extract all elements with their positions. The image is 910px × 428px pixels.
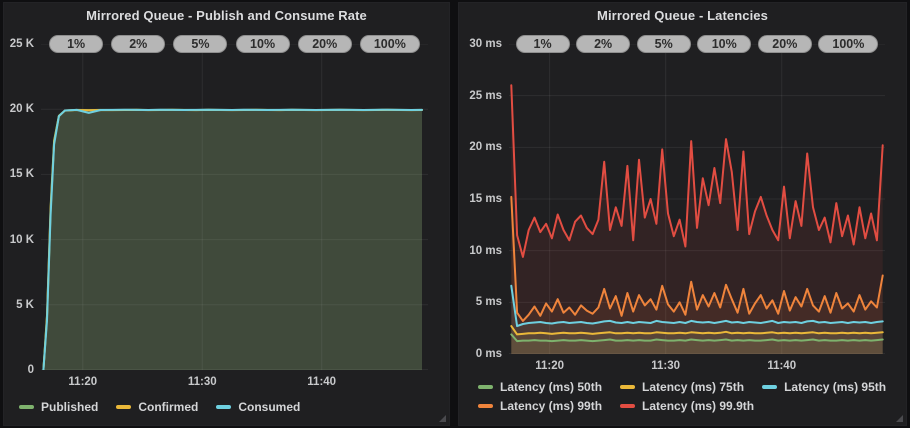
y-axis-tick-label: 30 ms [469, 38, 502, 50]
legend-series-label: Latency (ms) 99.9th [642, 399, 755, 413]
legend-item[interactable]: Latency (ms) 99.9th [620, 399, 754, 413]
y-axis-tick-label: 15 K [9, 168, 34, 181]
panel-title[interactable]: Mirrored Queue - Publish and Consume Rat… [86, 8, 367, 23]
legend-item[interactable]: Consumed [216, 400, 300, 414]
panel-resize-grip[interactable] [896, 415, 903, 422]
chart-plot-area[interactable] [41, 44, 428, 370]
series-line [510, 325, 884, 336]
y-axis-tick-label: 5 K [16, 298, 34, 311]
legend-row: Latency (ms) 50th Latency (ms) 75th Latenc… [478, 380, 886, 394]
annotation-pill[interactable]: 5% [173, 34, 228, 53]
annotation-pill[interactable]: 1% [49, 34, 104, 53]
legend-item[interactable]: Latency (ms) 50th [478, 380, 602, 394]
annotation-pill[interactable]: 2% [111, 34, 166, 53]
annotation-pill[interactable]: 1% [515, 34, 570, 53]
legend-series-label: Consumed [238, 400, 301, 414]
y-axis-tick-label: 20 ms [469, 141, 502, 154]
x-axis-tick-label: 11:30 [651, 360, 681, 372]
legend: Latency (ms) 50th Latency (ms) 75th Latenc… [478, 380, 886, 413]
panel-latencies: Mirrored Queue - Latencies 0 ms 5 ms 10 ms… [458, 2, 907, 426]
annotation-pill[interactable]: 2% [576, 34, 631, 53]
legend-series-color-icon [620, 404, 636, 408]
legend-series-color-icon [620, 385, 636, 389]
series-line [42, 108, 423, 370]
legend-row: Latency (ms) 99th Latency (ms) 99.9th [478, 399, 886, 413]
panel-resize-grip[interactable] [439, 415, 446, 422]
legend-series-label: Latency (ms) 75th [642, 380, 745, 394]
legend-item[interactable]: Latency (ms) 99th [478, 399, 602, 413]
y-axis-tick-label: 25 ms [469, 89, 502, 102]
legend-item[interactable]: Published [19, 400, 98, 414]
legend-series-label: Published [41, 400, 99, 414]
series-fill [511, 196, 883, 354]
legend-series-color-icon [216, 405, 232, 409]
y-axis-tick-label: 0 [27, 364, 34, 376]
y-axis-tick-label: 10 ms [469, 244, 502, 257]
legend-row: Published Confirmed Consumed [19, 400, 300, 414]
chart-plot-area[interactable] [509, 44, 885, 354]
legend-item[interactable]: Latency (ms) 75th [620, 380, 744, 394]
series-line [510, 284, 884, 328]
series-fill [511, 85, 883, 354]
annotation-pill[interactable]: 100% [818, 34, 879, 53]
series-fill [43, 109, 423, 370]
legend-item[interactable]: Latency (ms) 95th [762, 380, 886, 394]
annotation-pill[interactable]: 100% [359, 34, 420, 53]
x-axis-tick-label: 11:20 [68, 376, 98, 388]
annotation-pill[interactable]: 5% [636, 34, 691, 53]
x-axis-tick-label: 11:40 [767, 360, 797, 372]
series-line [510, 84, 884, 258]
series-fill [43, 109, 423, 370]
y-axis-tick-label: 20 K [9, 103, 34, 116]
legend-series-color-icon [19, 405, 34, 409]
legend-series-label: Latency (ms) 99th [500, 399, 603, 413]
x-axis-tick-label: 11:30 [187, 376, 217, 388]
annotation-pill[interactable]: 20% [757, 34, 812, 53]
series-fill [511, 285, 883, 354]
legend-series-color-icon [762, 385, 778, 389]
legend-series-color-icon [478, 385, 493, 389]
y-axis-tick-label: 25 K [9, 38, 34, 50]
annotation-pills-row: 1% 2% 5% 10% 20% 100% [509, 34, 885, 53]
y-axis-tick-label: 5 ms [475, 296, 502, 309]
y-axis-tick-label: 15 ms [469, 193, 502, 205]
legend-series-color-icon [478, 404, 493, 408]
series-fill [43, 109, 422, 370]
x-axis-tick-label: 11:40 [307, 376, 337, 388]
legend: Published Confirmed Consumed [19, 400, 300, 414]
x-axis-tick-label: 11:20 [535, 360, 564, 372]
annotation-pill[interactable]: 10% [697, 34, 752, 53]
legend-series-color-icon [116, 405, 132, 409]
legend-series-label: Latency (ms) 50th [500, 380, 603, 394]
annotation-pill[interactable]: 20% [297, 34, 352, 53]
panel-title[interactable]: Mirrored Queue - Latencies [597, 8, 768, 23]
y-axis-tick-label: 10 K [9, 233, 34, 246]
series-fill [511, 334, 883, 354]
series-line [510, 333, 884, 343]
legend-series-label: Confirmed [138, 400, 199, 414]
y-axis-tick-label: 0 ms [475, 348, 502, 360]
legend-series-label: Latency (ms) 95th [784, 380, 887, 394]
annotation-pills-row: 1% 2% 5% 10% 20% 100% [41, 34, 428, 53]
annotation-pill[interactable]: 10% [235, 34, 290, 53]
legend-item[interactable]: Confirmed [116, 400, 198, 414]
panel-publish-consume-rate: Mirrored Queue - Publish and Consume Rat… [3, 2, 450, 426]
series-line [510, 195, 884, 322]
